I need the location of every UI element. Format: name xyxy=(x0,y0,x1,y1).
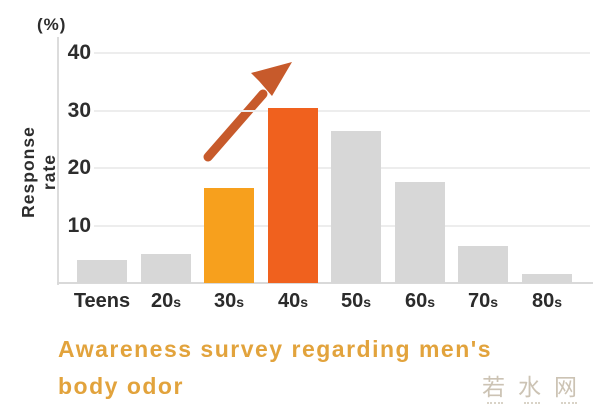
bar-60s xyxy=(395,182,445,283)
x-axis-line xyxy=(57,282,593,284)
x-tick-label-50s: 50s xyxy=(340,290,372,312)
x-tick-label-30s: 30s xyxy=(213,290,245,312)
y-tick-label-40: 40 xyxy=(67,41,91,64)
y-axis-line xyxy=(57,37,59,285)
watermark-text: 若水网 xyxy=(482,374,590,400)
bar-teens xyxy=(77,260,127,283)
bar-50s xyxy=(331,131,381,283)
bar-80s xyxy=(522,274,572,283)
x-tick-label-80s: 80s xyxy=(531,290,563,312)
y-axis-unit-label: (%) xyxy=(37,15,67,34)
bar-40s xyxy=(268,108,318,283)
rising-trend-arrow-icon xyxy=(203,62,292,162)
x-tick-label-20s: 20s xyxy=(150,290,182,312)
chart-title: Awareness survey regarding men's body od… xyxy=(58,331,492,405)
y-axis-title: Response rate xyxy=(18,126,59,218)
bar-30s xyxy=(204,188,254,283)
y-tick-label-30: 30 xyxy=(67,98,91,122)
y-tick-label-20: 20 xyxy=(67,156,91,179)
chart-title-line-1: Awareness survey regarding men's xyxy=(58,336,493,362)
gridline-30 xyxy=(94,109,590,112)
bar-20s xyxy=(141,254,191,283)
plot-area: 10 20 30 40 Teens 20s 30s 40s 50s 60s 70s 80s xyxy=(57,41,595,312)
chart-title-line-2: body odor xyxy=(58,373,184,399)
x-tick-label-teens: Teens xyxy=(73,290,131,312)
bar-70s xyxy=(458,246,508,283)
watermark-subtext-marks xyxy=(487,402,577,404)
x-tick-label-70s: 70s xyxy=(467,290,499,312)
x-tick-label-60s: 60s xyxy=(404,290,436,312)
gridline-40 xyxy=(94,52,590,54)
x-tick-label-40s: 40s xyxy=(277,290,309,312)
y-tick-label-10: 10 xyxy=(67,213,91,237)
